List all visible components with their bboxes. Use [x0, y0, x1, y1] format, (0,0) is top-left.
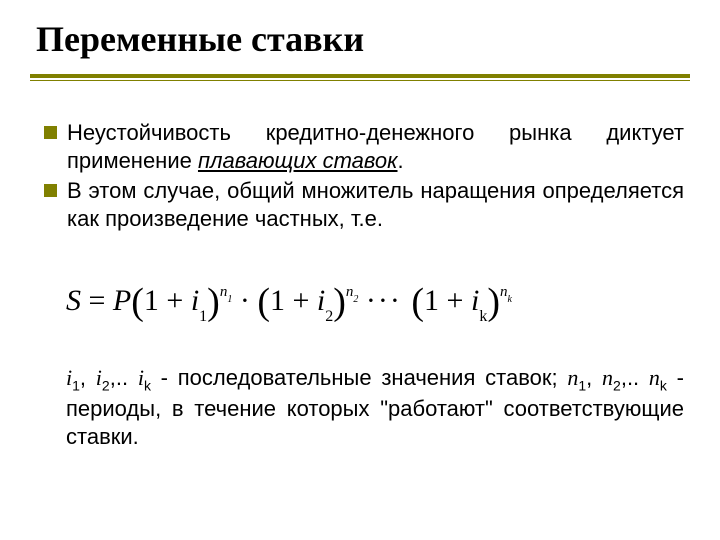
formula-rhs-p: P [113, 284, 131, 317]
formula-exp-sub: 1 [227, 294, 232, 305]
bullet-text-pre: В этом случае, общий множитель наращения… [67, 178, 684, 231]
formula-exp-sub: k [507, 294, 511, 305]
bullet-item: В этом случае, общий множитель наращения… [44, 177, 684, 233]
square-bullet-icon [44, 126, 57, 139]
formula-explanation: i1, i2,.. ik - последовательные значения… [44, 364, 684, 452]
bullet-item: Неустойчивость кредитно-денежного рынка … [44, 119, 684, 175]
formula-sub: 1 [199, 308, 207, 325]
var-n: n [567, 365, 578, 390]
formula-lhs: S [66, 284, 81, 317]
bullet-text-post: . [398, 148, 404, 173]
bullet-text: В этом случае, общий множитель наращения… [67, 177, 684, 233]
formula-i: i [317, 284, 325, 317]
formula-exp-sub: 2 [353, 294, 358, 305]
formula: S = P(1 + i1)n1 · (1 + i2)n2 ··· (1 + ik… [66, 276, 684, 322]
var-n: n [649, 365, 660, 390]
title-underline [30, 74, 690, 81]
slide-title: Переменные ставки [30, 18, 690, 60]
bullet-text-emph: плавающих ставок [198, 148, 398, 173]
var-n: n [602, 365, 613, 390]
bullet-text: Неустойчивость кредитно-денежного рынка … [67, 119, 684, 175]
slide-body: Неустойчивость кредитно-денежного рынка … [30, 119, 690, 451]
slide: Переменные ставки Неустойчивость кредитн… [0, 0, 720, 540]
explain-text: - последовательные значения ставок; [151, 365, 567, 390]
formula-i: i [191, 284, 199, 317]
square-bullet-icon [44, 184, 57, 197]
